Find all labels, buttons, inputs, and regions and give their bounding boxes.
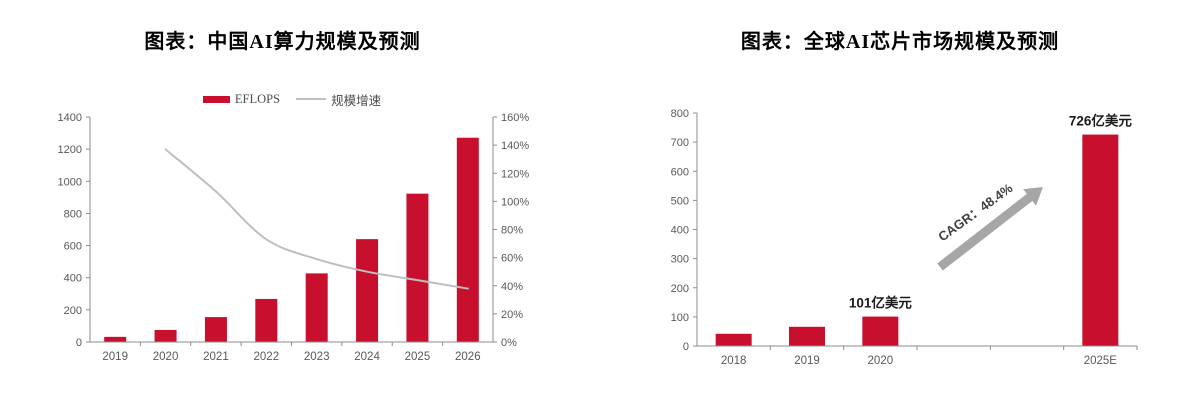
legend-item-growth-rate: 规模增速 xyxy=(296,90,381,109)
right-axis-tick-label: 100% xyxy=(501,196,529,208)
left-chart-title: 图表：中国AI算力规模及预测 xyxy=(144,31,421,53)
y-axis-tick-label: 100 xyxy=(671,312,689,324)
x-category-label: 2020 xyxy=(868,355,894,367)
x-category-label: 2023 xyxy=(304,351,330,363)
bar-2020 xyxy=(154,329,177,342)
right-axis-tick-label: 120% xyxy=(501,168,529,180)
left-axis-tick-label: 1200 xyxy=(58,144,82,156)
left-axis-tick-label: 0 xyxy=(76,337,82,349)
eflops-bar-swatch-icon xyxy=(202,95,230,103)
y-axis-tick-label: 300 xyxy=(671,254,689,266)
cagr-arrow-icon xyxy=(937,187,1043,271)
right-axis-tick-label: 0% xyxy=(501,337,517,349)
x-category-label: 2026 xyxy=(455,351,481,363)
right-axis-tick-label: 60% xyxy=(501,253,523,265)
y-axis-tick-label: 200 xyxy=(671,283,689,295)
x-category-label: 2019 xyxy=(794,355,820,367)
bar-2022 xyxy=(255,298,278,342)
bar-2026 xyxy=(456,137,479,342)
market-bars-group xyxy=(715,134,1119,346)
right-axis-tick-label: 80% xyxy=(501,225,523,237)
growth-rate-line xyxy=(164,148,469,290)
global-chip-chart-panel: 图表：全球AI芯片市场规模及预测 101亿美元 726亿美元 0 100 200 300 4… xyxy=(640,20,1160,410)
legend-label-eflops: EFLOPS xyxy=(234,91,281,106)
right-axis-tick-label: 160% xyxy=(501,112,529,124)
x-category-label: 2020 xyxy=(153,351,179,363)
x-category-label: 2019 xyxy=(102,351,128,363)
legend-item-eflops: EFLOPS xyxy=(202,91,281,107)
right-chart-title: 图表：全球AI芯片市场规模及预测 xyxy=(740,31,1060,53)
left-chart-legend: EFLOPS 规模增速 xyxy=(90,90,494,108)
y-axis-tick-label: 0 xyxy=(683,341,689,353)
eflops-bars-group xyxy=(104,137,479,342)
bar-2023 xyxy=(305,273,328,342)
x-category-label: 2018 xyxy=(721,355,747,367)
bar-2024 xyxy=(356,239,379,342)
y-axis-tick-label: 800 xyxy=(671,108,689,120)
left-axis-tick-label: 1400 xyxy=(58,112,82,124)
china-ai-chart-canvas: 0 200 400 600 800 1000 1200 1400 0% 20% 40% 60% 80% 1… xyxy=(58,112,530,363)
left-axis-tick-label: 800 xyxy=(64,208,82,220)
x-category-label: 2024 xyxy=(354,351,380,363)
china-ai-chart-panel: 图表：中国AI算力规模及预测 EFLOPS 规模增速 0 200 400 600 800… xyxy=(30,20,535,410)
growth-line-swatch-icon xyxy=(296,98,327,100)
x-category-label: 2022 xyxy=(254,351,280,363)
right-axis-tick-label: 20% xyxy=(501,309,523,321)
bar-2025E xyxy=(1082,134,1119,346)
left-axis-tick-label: 1000 xyxy=(58,176,82,188)
bar-value-label: 726亿美元 xyxy=(1069,113,1133,129)
y-axis-tick-label: 400 xyxy=(671,225,689,237)
global-chip-chart-canvas: 101亿美元 726亿美元 0 100 200 300 400 500 600 700 800 201… xyxy=(671,108,1138,367)
y-axis-tick-label: 700 xyxy=(671,137,689,149)
left-axis-tick-label: 200 xyxy=(64,305,82,317)
y-axis-tick-label: 600 xyxy=(671,166,689,178)
right-axis-tick-label: 140% xyxy=(501,140,529,152)
legend-label-growth-rate: 规模增速 xyxy=(331,93,382,108)
bar-value-label: 101亿美元 xyxy=(849,295,913,311)
x-category-label: 2021 xyxy=(203,351,229,363)
y-axis-tick-label: 500 xyxy=(671,195,689,207)
x-category-label: 2025E xyxy=(1084,355,1118,367)
right-axis-tick-label: 40% xyxy=(501,281,523,293)
bar-2019 xyxy=(104,336,127,342)
bar-2021 xyxy=(204,317,227,342)
bar-2018 xyxy=(715,333,752,346)
left-axis-tick-label: 400 xyxy=(64,273,82,285)
bar-2025 xyxy=(406,193,429,342)
bar-2020 xyxy=(862,316,899,346)
left-axis-tick-label: 600 xyxy=(64,241,82,253)
bar-2019 xyxy=(789,326,825,346)
x-category-label: 2025 xyxy=(405,351,431,363)
